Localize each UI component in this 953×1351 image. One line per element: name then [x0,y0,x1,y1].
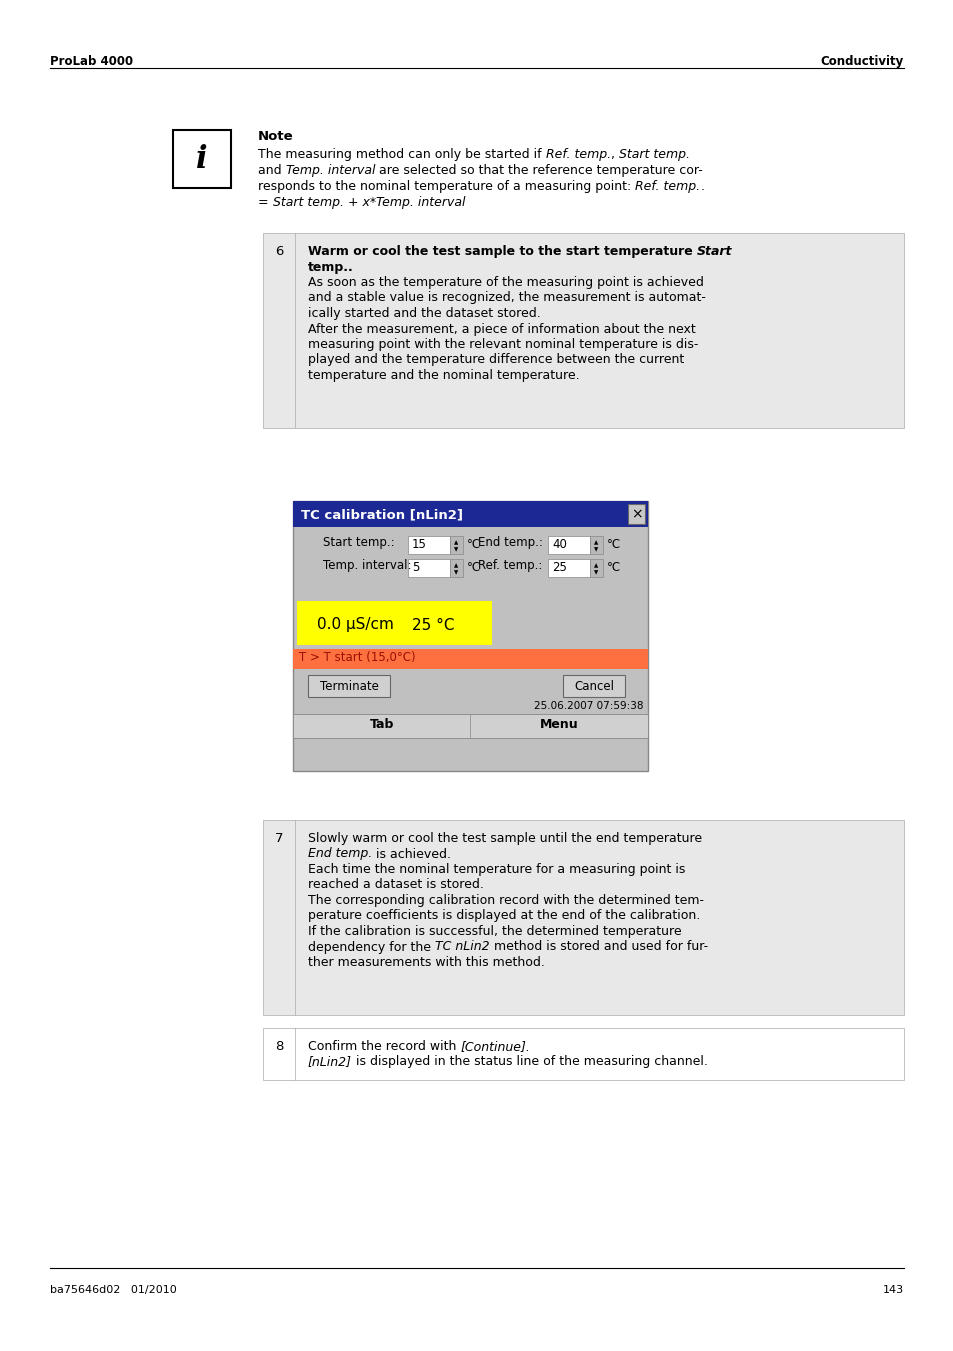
Bar [293,501,647,527]
Text: As soon as the temperature of the measuring point is achieved: As soon as the temperature of the measur… [308,276,703,289]
Text: and a stable value is recognized, the measurement is automat-: and a stable value is recognized, the me… [308,292,705,304]
Text: 25.06.2007 07:59:38: 25.06.2007 07:59:38 [534,701,643,711]
Bar [589,559,602,577]
Text: Each time the nominal temperature for a measuring point is: Each time the nominal temperature for a … [308,863,684,875]
Text: Cancel: Cancel [574,681,614,693]
Bar [547,536,589,554]
Text: °C: °C [467,561,480,574]
Text: Conductivity: Conductivity [820,55,903,68]
Bar [263,820,903,1015]
Text: is displayed in the status line of the measuring channel.: is displayed in the status line of the m… [352,1055,707,1069]
Text: reached a dataset is stored.: reached a dataset is stored. [308,878,483,892]
Text: dependency for the: dependency for the [308,940,435,954]
Text: ▲: ▲ [594,563,598,569]
Text: 143: 143 [882,1285,903,1296]
Text: and: and [257,163,285,177]
Bar [263,1028,903,1079]
Text: 8: 8 [274,1040,283,1052]
Bar [589,536,602,554]
Text: .: . [700,180,703,193]
Text: measuring point with the relevant nominal temperature is dis-: measuring point with the relevant nomina… [308,338,698,351]
Text: Temp. interval: Temp. interval [375,196,465,209]
Text: The measuring method can only be started if: The measuring method can only be started… [257,149,545,161]
Text: temp..: temp.. [308,261,354,273]
Bar [293,713,647,738]
Text: ▼: ▼ [454,570,458,576]
Text: The corresponding calibration record with the determined tem-: The corresponding calibration record wit… [308,894,703,907]
Text: End temp.:: End temp.: [477,536,542,549]
Text: Start temp. + x*: Start temp. + x* [273,196,375,209]
Text: [nLin2]: [nLin2] [308,1055,352,1069]
Text: [Continue].: [Continue]. [460,1040,530,1052]
Text: °C: °C [606,561,620,574]
Text: Note: Note [257,130,294,143]
Text: are selected so that the reference temperature cor-: are selected so that the reference tempe… [375,163,702,177]
Text: Ref. temp.:: Ref. temp.: [477,559,542,571]
Text: TC nLin2: TC nLin2 [435,940,489,954]
Text: ▼: ▼ [594,570,598,576]
Bar [293,648,647,669]
Text: ther measurements with this method.: ther measurements with this method. [308,957,544,969]
Text: ▼: ▼ [594,547,598,553]
Text: Slowly warm or cool the test sample until the end temperature: Slowly warm or cool the test sample unti… [308,832,701,844]
Bar [562,676,624,697]
Bar [293,501,647,771]
Text: i: i [196,143,208,174]
Text: perature coefficients is displayed at the end of the calibration.: perature coefficients is displayed at th… [308,909,700,923]
Text: Terminate: Terminate [319,681,378,693]
Text: End temp.: End temp. [308,847,372,861]
Text: TC calibration [nLin2]: TC calibration [nLin2] [301,508,462,521]
Text: ProLab 4000: ProLab 4000 [50,55,133,68]
Text: played and the temperature difference between the current: played and the temperature difference be… [308,354,683,366]
Text: Temp. interval: Temp. interval [285,163,375,177]
Text: method is stored and used for fur-: method is stored and used for fur- [489,940,707,954]
Text: Menu: Menu [539,717,578,731]
Text: Ref. temp.: Ref. temp. [635,180,700,193]
Bar [296,601,492,644]
Text: ×: × [630,507,641,521]
Text: responds to the nominal temperature of a measuring point:: responds to the nominal temperature of a… [257,180,635,193]
Text: ▼: ▼ [454,547,458,553]
Text: 25 °C: 25 °C [412,617,454,632]
Bar [547,559,589,577]
Text: 0.0 μS/cm: 0.0 μS/cm [316,617,394,632]
Bar [627,504,644,524]
Text: Tab: Tab [369,717,394,731]
Text: Start: Start [697,245,732,258]
Text: ,: , [610,149,618,161]
Text: is achieved.: is achieved. [372,847,451,861]
Text: If the calibration is successful, the determined temperature: If the calibration is successful, the de… [308,925,680,938]
Text: 6: 6 [274,245,283,258]
Text: 25: 25 [552,561,566,574]
Bar [408,536,450,554]
Text: Warm or cool the test sample to the start temperature: Warm or cool the test sample to the star… [308,245,697,258]
Text: temperature and the nominal temperature.: temperature and the nominal temperature. [308,369,579,382]
Text: ▲: ▲ [454,540,458,546]
Text: After the measurement, a piece of information about the next: After the measurement, a piece of inform… [308,323,695,335]
Text: ically started and the dataset stored.: ically started and the dataset stored. [308,307,540,320]
Text: °C: °C [606,538,620,551]
Text: =: = [257,196,273,209]
Bar [172,130,231,188]
Text: 15: 15 [412,538,426,551]
Text: Start temp.: Start temp. [618,149,689,161]
Text: ba75646d02   01/2010: ba75646d02 01/2010 [50,1285,176,1296]
Text: Start temp.:: Start temp.: [323,536,395,549]
Text: T > T start (15,0°C): T > T start (15,0°C) [298,651,416,663]
Bar [408,559,450,577]
Text: Confirm the record with: Confirm the record with [308,1040,460,1052]
Text: 5: 5 [412,561,419,574]
Text: Ref. temp.: Ref. temp. [545,149,610,161]
Text: ▲: ▲ [594,540,598,546]
Bar [308,676,390,697]
Bar [263,232,903,428]
Text: °C: °C [467,538,480,551]
Bar [450,536,462,554]
Text: Temp. interval:: Temp. interval: [323,559,411,571]
Text: 40: 40 [552,538,566,551]
Bar [450,559,462,577]
Text: 7: 7 [274,832,283,844]
Text: ▲: ▲ [454,563,458,569]
